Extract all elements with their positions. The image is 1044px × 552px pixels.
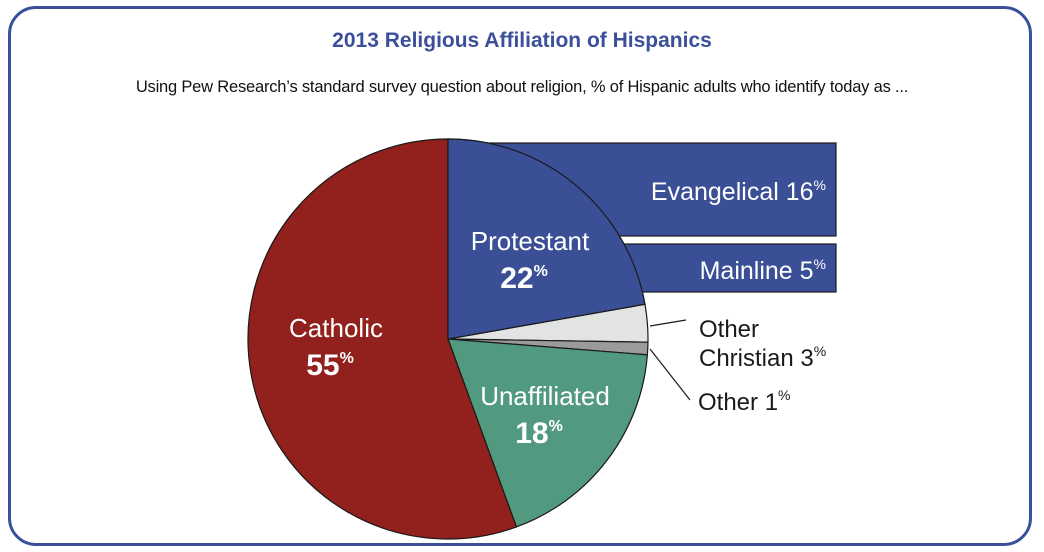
slice-value-unaffiliated: 18% [515, 417, 563, 450]
protestant-breakdown-bars [447, 138, 837, 340]
slice-value-catholic: 55% [306, 349, 354, 382]
leader-line-other-christian [649, 319, 687, 327]
slice-label-catholic: Catholic [289, 313, 383, 343]
pie-slice-unaffiliated [447, 338, 649, 528]
pie-labels: Evangelical 16% Mainline 5% Protestant 22% U… [289, 177, 826, 450]
chart-title: 2013 Religious Affiliation of Hispanics [332, 29, 712, 52]
breakdown-label-mainline: Mainline 5% [700, 256, 826, 285]
leader-line-other [649, 348, 691, 401]
slice-label-unaffiliated: Unaffiliated [480, 381, 610, 411]
slice-value-protestant: 22% [500, 262, 548, 295]
pie-slice-catholic [247, 138, 518, 540]
slice-label-protestant: Protestant [471, 226, 590, 256]
slice-label-other-line-1: Other 1% [698, 387, 791, 416]
chart-subtitle: Using Pew Research’s standard survey que… [135, 78, 909, 96]
slice-label-other-christian-line-2: Christian 3% [699, 343, 826, 372]
breakdown-label-evangelical: Evangelical 16% [651, 177, 826, 206]
pie-slice-protestant-overlay [447, 138, 646, 340]
slice-label-other-christian-line-1: Other [699, 316, 759, 343]
